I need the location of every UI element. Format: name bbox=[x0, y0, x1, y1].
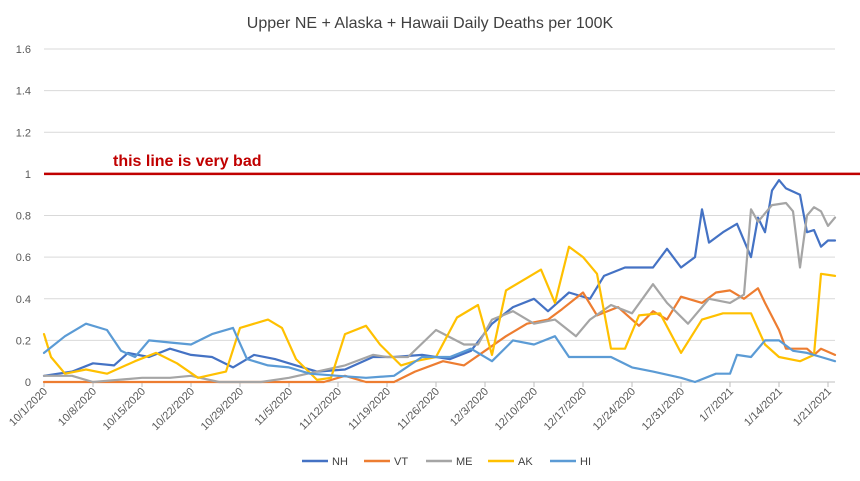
series-line-hi bbox=[42, 322, 837, 384]
legend-label-me: ME bbox=[456, 456, 473, 468]
x-tick-label: 10/29/2020 bbox=[199, 386, 246, 433]
x-tick-label: 12/3/2020 bbox=[448, 386, 491, 429]
reference-line-group: this line is very bad bbox=[44, 153, 860, 176]
series-line-me bbox=[42, 201, 837, 384]
series-line-nh bbox=[42, 179, 837, 377]
y-tick-label: 0 bbox=[25, 377, 31, 389]
chart-title: Upper NE + Alaska + Hawaii Daily Deaths … bbox=[247, 15, 614, 32]
y-tick-label: 1.2 bbox=[16, 127, 31, 139]
legend: NH VT ME AK HI bbox=[302, 456, 591, 468]
x-tick-label: 11/26/2020 bbox=[395, 386, 442, 433]
y-tick-label: 1.4 bbox=[16, 86, 31, 98]
x-tick-label: 12/31/2020 bbox=[640, 386, 687, 433]
legend-label-nh: NH bbox=[332, 456, 348, 468]
x-tick-label: 12/24/2020 bbox=[591, 386, 638, 433]
x-tick-label: 10/15/2020 bbox=[101, 386, 148, 433]
x-axis-ticks: 10/1/2020 10/8/2020 10/15/2020 10/22/2020 10… bbox=[7, 382, 834, 433]
series-lines bbox=[42, 179, 837, 384]
series-line-ak bbox=[42, 245, 837, 381]
y-tick-label: 0.2 bbox=[16, 335, 31, 347]
y-tick-label: 0.4 bbox=[16, 294, 31, 306]
x-tick-label: 1/14/2021 bbox=[742, 386, 785, 429]
x-tick-label: 12/17/2020 bbox=[542, 386, 589, 433]
reference-line-label: this line is very bad bbox=[113, 153, 262, 170]
y-tick-label: 0.8 bbox=[16, 211, 31, 223]
y-axis-ticks: 0 0.2 0.4 0.6 0.8 1 1.2 1.4 1.6 bbox=[16, 44, 31, 389]
legend-label-ak: AK bbox=[518, 456, 533, 468]
x-tick-label: 10/22/2020 bbox=[150, 386, 197, 433]
legend-label-vt: VT bbox=[394, 456, 408, 468]
x-tick-label: 11/12/2020 bbox=[297, 386, 344, 433]
x-tick-label: 11/19/2020 bbox=[346, 386, 393, 433]
x-tick-label: 12/10/2020 bbox=[493, 386, 540, 433]
x-tick-label: 1/7/2021 bbox=[697, 386, 736, 425]
x-tick-label: 1/21/2021 bbox=[791, 386, 834, 429]
y-tick-label: 0.6 bbox=[16, 252, 31, 264]
x-tick-label: 11/5/2020 bbox=[253, 386, 296, 429]
x-tick-label: 10/1/2020 bbox=[7, 386, 50, 429]
y-tick-label: 1.6 bbox=[16, 44, 31, 56]
series-line-vt bbox=[42, 287, 837, 384]
x-tick-label: 10/8/2020 bbox=[56, 386, 99, 429]
y-tick-label: 1 bbox=[25, 169, 31, 181]
legend-label-hi: HI bbox=[580, 456, 591, 468]
